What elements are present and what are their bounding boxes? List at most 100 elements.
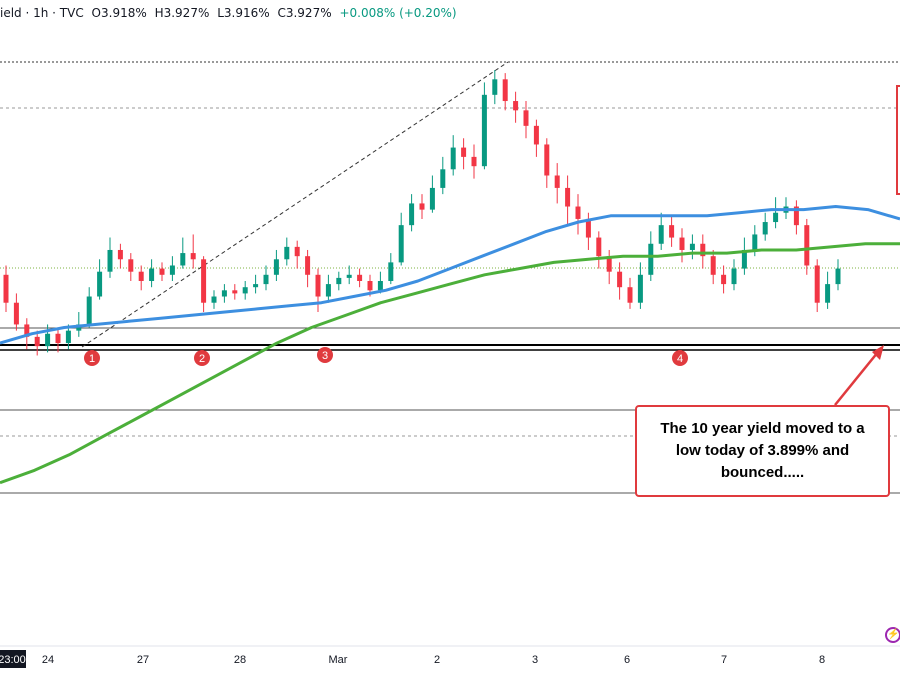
candle-body <box>65 330 71 344</box>
candle-body <box>523 110 529 126</box>
candle-body <box>45 333 51 347</box>
x-tick-label: 28 <box>234 654 246 666</box>
candle-body <box>741 249 747 269</box>
candle-body <box>242 287 248 294</box>
annotation-callout: The 10 year yield moved to a low today o… <box>635 405 890 497</box>
candle-body <box>637 274 643 303</box>
candle-body <box>325 284 331 297</box>
high-value: H3.927% <box>154 6 210 20</box>
marker-circle <box>194 350 210 366</box>
marker-label: 3 <box>322 350 328 362</box>
candle-body <box>585 218 591 238</box>
x-tick-label: 24 <box>42 654 54 666</box>
trend-line[interactable] <box>81 61 509 348</box>
candle-body <box>617 271 623 288</box>
candle-body <box>648 243 654 275</box>
candle-body <box>273 259 279 275</box>
candle-body <box>440 169 446 188</box>
candle-body <box>86 296 92 325</box>
blue-moving-average[interactable] <box>0 205 900 345</box>
candle-body <box>159 268 165 275</box>
x-tick-label: Mar <box>329 654 348 666</box>
candle-body <box>752 234 758 250</box>
candle-body <box>211 296 217 303</box>
candle-body <box>658 225 664 244</box>
candle-body <box>679 237 685 250</box>
x-tick-label: 23:00 <box>0 654 26 666</box>
candle-body <box>502 79 508 102</box>
candle-body <box>305 256 311 275</box>
candle-body <box>190 253 196 260</box>
candle-body <box>253 284 259 288</box>
candle-body <box>762 222 768 235</box>
green-moving-average[interactable] <box>0 242 900 485</box>
candle-body <box>825 284 831 303</box>
tradingview-logo-icon[interactable]: ⚡ <box>885 627 900 643</box>
candle-body <box>169 265 175 275</box>
candle-body <box>492 79 498 95</box>
candle-body <box>3 274 9 303</box>
candle-body <box>294 246 300 257</box>
symbol-label[interactable]: ield · 1h · TVC <box>0 6 84 20</box>
candle-body <box>721 274 727 285</box>
x-tick-label: 27 <box>137 654 149 666</box>
x-tick-label: 6 <box>624 654 630 666</box>
candle-body <box>117 249 123 260</box>
open-value: O3.918% <box>91 6 147 20</box>
candle-body <box>544 144 550 176</box>
candle-body <box>513 101 519 111</box>
candle-body <box>336 277 342 285</box>
marker-label: 4 <box>677 353 683 365</box>
candle-body <box>606 256 612 272</box>
candle-body <box>596 237 602 257</box>
x-tick-label: 7 <box>721 654 727 666</box>
candle-body <box>575 206 581 219</box>
candle-body <box>315 274 321 297</box>
candle-body <box>773 212 779 223</box>
candle-body <box>689 243 695 250</box>
callout-arrowhead <box>872 345 884 360</box>
candle-body <box>804 225 810 266</box>
candle-body <box>128 259 134 272</box>
candle-body <box>419 203 425 210</box>
candle-body <box>398 225 404 263</box>
candle-body <box>793 206 799 226</box>
candle-body <box>409 203 415 226</box>
low-value: L3.916% <box>217 6 270 20</box>
candle-body <box>346 274 352 278</box>
candle-body <box>149 268 155 281</box>
candle-body <box>429 187 435 210</box>
marker-circle <box>84 350 100 366</box>
candle-body <box>835 268 841 285</box>
marker-label: 2 <box>199 353 205 365</box>
candle-body <box>627 287 633 303</box>
candle-body <box>533 125 539 145</box>
candle-body <box>731 268 737 285</box>
candle-body <box>201 259 207 303</box>
candle-body <box>97 271 103 297</box>
candle-body <box>55 333 61 344</box>
candle-body <box>24 324 30 337</box>
candle-body <box>138 271 144 281</box>
candle-body <box>284 246 290 260</box>
x-tick-label: 8 <box>819 654 825 666</box>
candle-body <box>814 265 820 303</box>
candle-body <box>34 336 40 347</box>
marker-circle <box>672 350 688 366</box>
marker-label: 1 <box>89 353 95 365</box>
candle-body <box>377 281 383 291</box>
candle-body <box>669 225 675 238</box>
candle-body <box>710 256 716 275</box>
candle-body <box>357 274 363 281</box>
crosshair-time-box <box>0 650 26 668</box>
marker-circle <box>317 347 333 363</box>
candle-body <box>481 94 487 167</box>
highlight-box <box>896 85 900 195</box>
candle-body <box>367 281 373 291</box>
candle-body <box>13 302 19 325</box>
candle-body <box>232 290 238 294</box>
candle-body <box>461 147 467 157</box>
candle-body <box>450 147 456 170</box>
candle-body <box>107 249 113 272</box>
